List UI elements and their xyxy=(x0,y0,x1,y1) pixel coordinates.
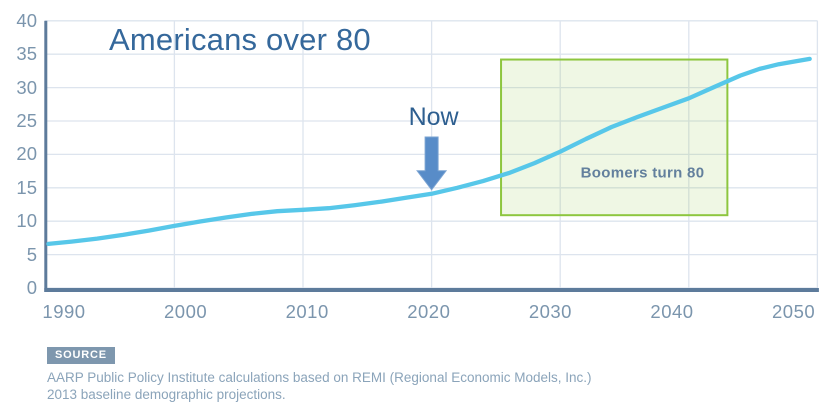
chart-title: Americans over 80 xyxy=(109,22,371,57)
y-tick-label: 40 xyxy=(16,9,37,31)
x-tick-label: 2000 xyxy=(164,301,208,322)
line-plot xyxy=(44,20,819,293)
x-axis-line xyxy=(44,288,819,292)
y-tick-label: 35 xyxy=(16,43,37,65)
source-badge: SOURCE xyxy=(47,347,115,364)
x-tick-label: 2030 xyxy=(528,301,572,322)
source-section: SOURCE AARP Public Policy Institute calc… xyxy=(47,345,592,402)
y-tick-label: 15 xyxy=(16,176,37,198)
y-tick-label: 10 xyxy=(16,210,37,232)
y-tick-label: 20 xyxy=(16,143,37,165)
y-tick-label: 0 xyxy=(26,277,37,298)
trend-line xyxy=(46,56,812,247)
x-tick-label: 2040 xyxy=(650,301,694,322)
now-arrow-icon xyxy=(416,136,448,191)
source-text-line2: 2013 baseline demographic projections. xyxy=(47,387,286,402)
source-text-line1: AARP Public Policy Institute calculation… xyxy=(47,370,592,385)
x-tick-label: 2050 xyxy=(772,301,816,322)
boomers-turn-80-box xyxy=(500,58,729,217)
y-axis-line xyxy=(44,20,48,293)
y-tick-label: 5 xyxy=(26,243,37,265)
x-tick-label: 1990 xyxy=(42,301,86,322)
y-tick-label: 30 xyxy=(16,76,37,98)
y-tick-label: 25 xyxy=(16,110,37,131)
x-tick-label: 2010 xyxy=(285,301,329,322)
now-annotation-label: Now xyxy=(408,103,459,132)
x-tick-label: 2020 xyxy=(407,301,451,322)
boomers-turn-80-label: Boomers turn 80 xyxy=(580,164,705,182)
